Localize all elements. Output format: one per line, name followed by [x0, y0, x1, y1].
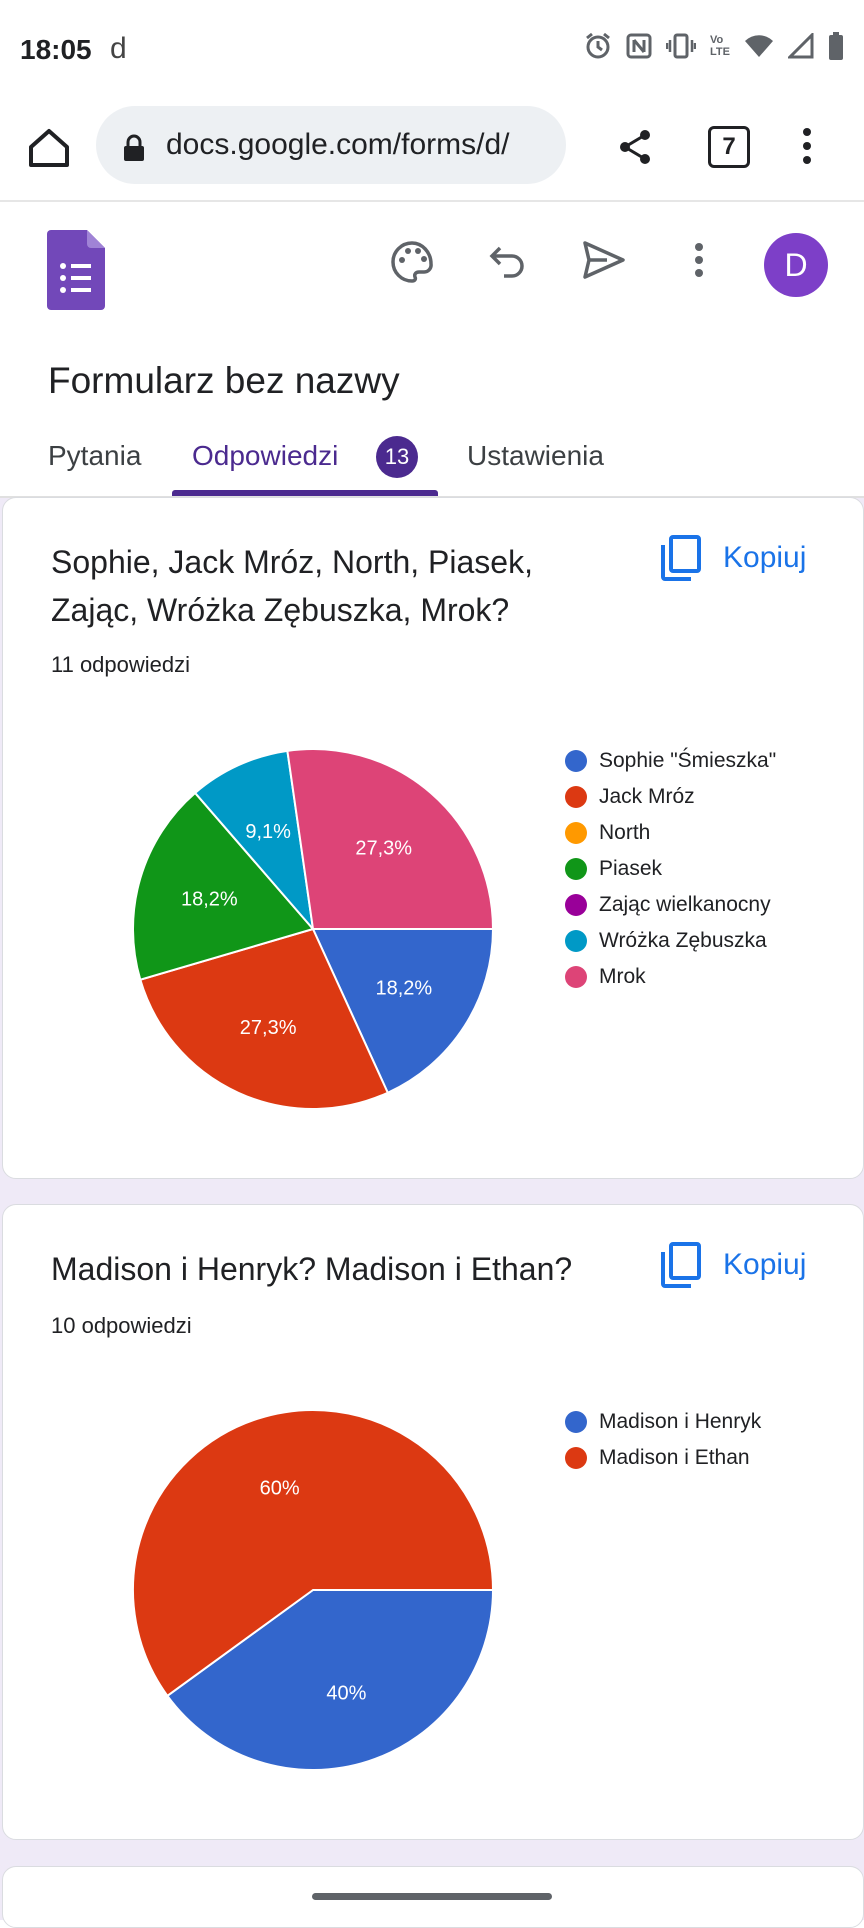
app-notification-icon: d — [110, 32, 127, 65]
home-icon[interactable] — [26, 125, 72, 171]
legend-swatch — [565, 894, 587, 916]
pie-slice[interactable] — [139, 927, 390, 1110]
status-time: 18:05 — [20, 34, 92, 65]
legend-label: Madison i Ethan — [599, 1446, 750, 1469]
copy-label: Kopiuj — [723, 1248, 807, 1281]
copy-label: Kopiuj — [723, 541, 807, 574]
slice-label: 9,1% — [245, 821, 291, 843]
signal-icon — [788, 33, 814, 59]
lock-icon — [124, 134, 144, 161]
slice-label: 18,2% — [181, 889, 238, 911]
wifi-icon — [745, 35, 773, 57]
legend-item: Zając wielkanocny — [565, 887, 776, 923]
question-title: Sophie, Jack Mróz, North, Piasek, Zając,… — [51, 544, 533, 628]
volte-icon: Vo LTE — [710, 34, 730, 58]
legend-swatch — [565, 1447, 587, 1469]
form-tabs: Pytania Odpowiedzi 13 Ustawienia — [0, 430, 864, 498]
tab-switcher-button[interactable]: 7 — [708, 126, 750, 168]
legend-swatch — [565, 750, 587, 772]
legend-item: Mrok — [565, 959, 776, 995]
copy-icon — [661, 535, 701, 581]
slice-label: 18,2% — [375, 977, 432, 999]
legend-swatch — [565, 1411, 587, 1433]
legend-label: Wróżka Zębuszka — [599, 929, 767, 952]
pie-slice[interactable] — [132, 1409, 495, 1698]
copy-chart-button[interactable]: Kopiuj — [661, 1242, 806, 1288]
legend-item: Wróżka Zębuszka — [565, 923, 776, 959]
alarm-icon — [586, 32, 610, 59]
tab-responses[interactable]: Odpowiedzi — [192, 440, 339, 471]
send-icon[interactable] — [582, 240, 626, 280]
slice-label: 40% — [326, 1683, 366, 1705]
legend-label: Piasek — [599, 857, 663, 880]
responses-count-badge: 13 — [376, 436, 418, 478]
legend-item: Jack Mróz — [565, 779, 776, 815]
legend-item: North — [565, 815, 776, 851]
avatar[interactable]: D — [764, 233, 828, 297]
question-card-2: Madison i Henryk? Madison i Ethan? 10 od… — [2, 1204, 864, 1840]
legend-label: Madison i Henryk — [599, 1410, 762, 1433]
legend-swatch — [565, 822, 587, 844]
pie-slice[interactable] — [132, 791, 315, 981]
legend-item: Piasek — [565, 851, 776, 887]
chart-legend: Sophie "Śmieszka" Jack Mróz North Piasek Zaj… — [565, 743, 776, 995]
pie-chart: 40% 60% — [132, 1409, 495, 1771]
copy-chart-button[interactable]: Kopiuj — [661, 535, 806, 581]
more-vert-icon[interactable] — [795, 124, 819, 168]
pie-slice[interactable] — [193, 749, 315, 933]
legend-label: Sophie "Śmieszka" — [599, 749, 777, 772]
vibrate-icon — [666, 33, 697, 59]
google-forms-logo-icon[interactable] — [47, 230, 105, 310]
palette-icon[interactable] — [390, 240, 434, 284]
battery-icon — [829, 32, 843, 60]
question-card-1: Sophie, Jack Mróz, North, Piasek, Zając,… — [2, 497, 864, 1179]
tab-questions[interactable]: Pytania — [48, 440, 142, 471]
legend-swatch — [565, 786, 587, 808]
pie-chart: 18,2% 27,3% 18,2% 9,1% 27,3% — [132, 748, 495, 1110]
pie-slice[interactable] — [286, 748, 495, 930]
status-bar: 18:05 d Vo LTE — [0, 0, 864, 100]
question-title: Madison i Henryk? Madison i Ethan? — [51, 1251, 573, 1287]
url-bar[interactable]: docs.google.com/forms/d/ — [96, 106, 566, 184]
more-options-icon[interactable] — [689, 240, 709, 280]
legend-swatch — [565, 930, 587, 952]
active-tab-indicator — [172, 490, 438, 496]
legend-label: Zając wielkanocny — [599, 893, 771, 916]
legend-swatch — [565, 966, 587, 988]
copy-icon — [661, 1242, 701, 1288]
response-count: 11 odpowiedzi — [51, 652, 191, 677]
slice-label: 27,3% — [355, 837, 412, 859]
legend-item: Sophie "Śmieszka" — [565, 743, 776, 779]
status-icons: Vo LTE — [584, 32, 844, 60]
slice-label: 27,3% — [240, 1017, 297, 1039]
legend-label: North — [599, 821, 651, 844]
nfc-icon — [626, 33, 652, 59]
gesture-nav-bar[interactable] — [312, 1893, 552, 1900]
legend-swatch — [565, 858, 587, 880]
chart-legend: Madison i Henryk Madison i Ethan — [565, 1404, 761, 1476]
undo-icon[interactable] — [488, 240, 528, 280]
legend-label: Mrok — [599, 965, 646, 988]
tab-settings[interactable]: Ustawienia — [467, 440, 604, 471]
legend-item: Madison i Henryk — [565, 1404, 761, 1440]
slice-label: 60% — [260, 1477, 300, 1499]
legend-label: Jack Mróz — [599, 785, 695, 808]
form-title: Formularz bez nazwy — [48, 360, 400, 401]
response-count: 10 odpowiedzi — [51, 1313, 192, 1338]
pie-slice[interactable] — [165, 1589, 495, 1771]
share-icon[interactable] — [615, 127, 655, 167]
url-text: docs.google.com/forms/d/ — [166, 128, 510, 161]
legend-item: Madison i Ethan — [565, 1440, 761, 1476]
pie-slice[interactable] — [311, 928, 495, 1095]
browser-toolbar: docs.google.com/forms/d/ 7 — [0, 100, 864, 202]
